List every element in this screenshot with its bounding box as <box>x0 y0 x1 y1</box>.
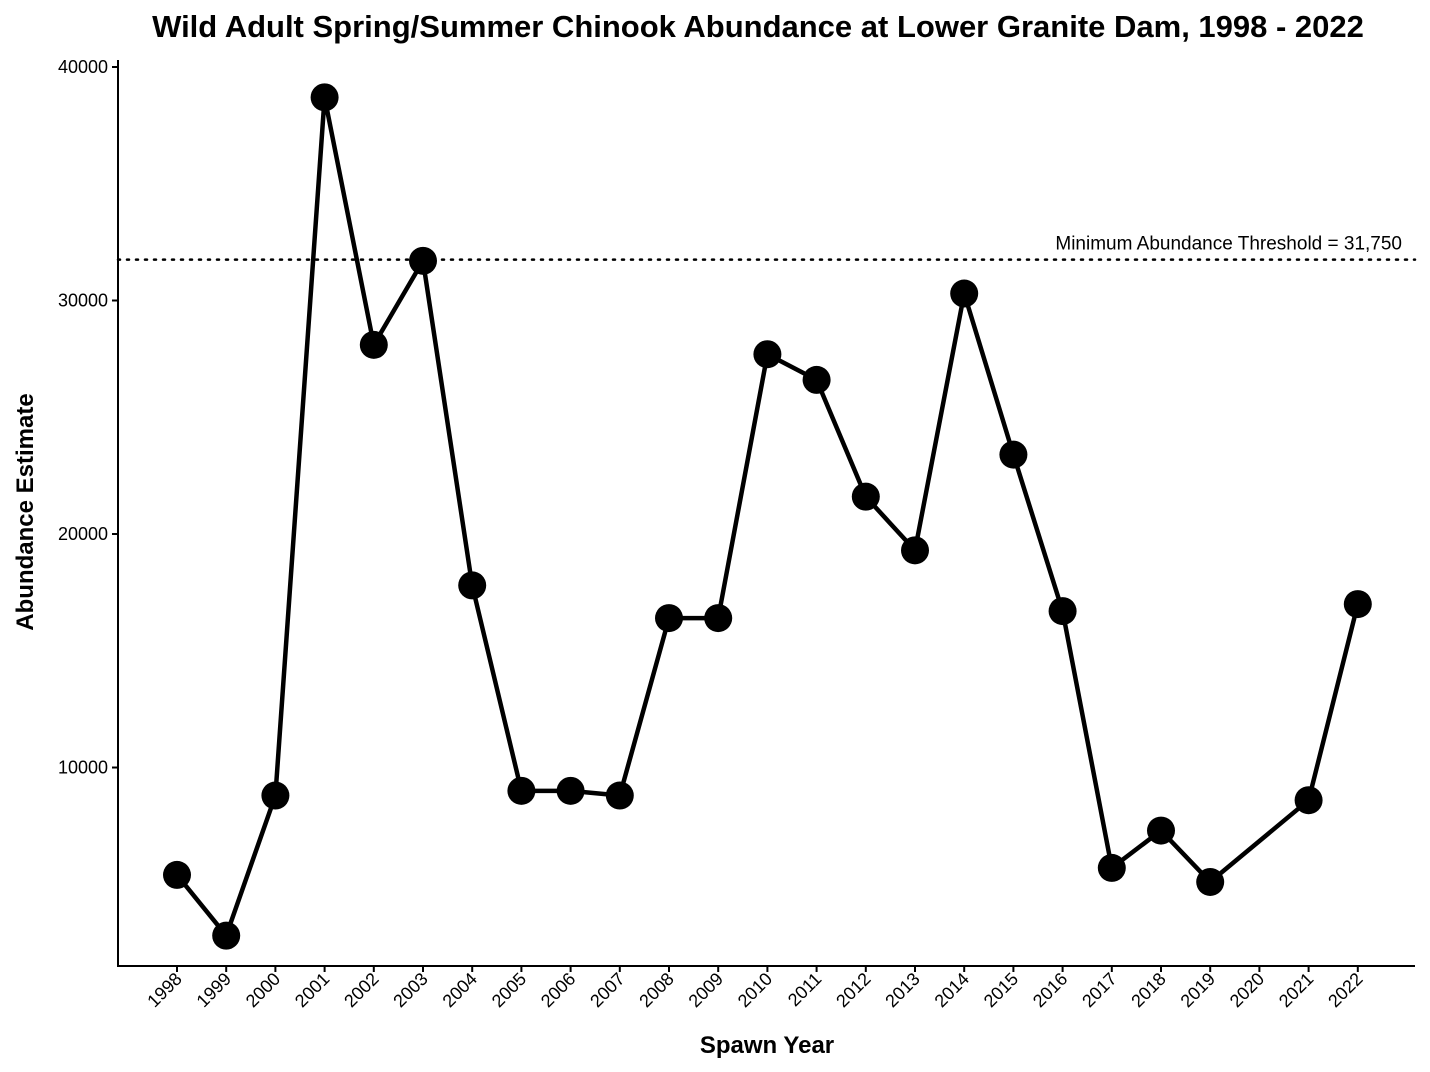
y-tick-label: 10000 <box>58 758 108 778</box>
data-point <box>802 365 831 394</box>
data-point <box>261 781 290 810</box>
data-point <box>753 340 782 369</box>
x-tick-label: 2009 <box>685 969 727 1011</box>
x-tick-label: 2014 <box>931 969 973 1011</box>
data-point <box>409 246 437 275</box>
y-tick-label: 30000 <box>58 291 108 311</box>
x-tick-label: 2016 <box>1029 969 1071 1011</box>
data-point <box>999 440 1028 469</box>
x-tick-label: 2021 <box>1275 969 1317 1011</box>
x-tick-label: 2003 <box>389 969 431 1011</box>
data-point <box>1097 853 1126 882</box>
x-tick-label: 2015 <box>980 969 1022 1011</box>
x-tick-label: 2002 <box>340 969 382 1011</box>
x-tick-label: 2004 <box>439 969 481 1011</box>
data-point <box>704 604 733 633</box>
data-point <box>212 921 241 950</box>
x-tick-label: 2007 <box>586 969 628 1011</box>
y-axis-title: Abundance Estimate <box>12 393 39 630</box>
data-point <box>851 482 880 511</box>
data-point <box>507 776 536 805</box>
y-tick-label: 20000 <box>58 524 108 544</box>
x-tick-label: 1998 <box>143 969 185 1011</box>
data-point <box>1343 590 1372 619</box>
x-tick-label: 2019 <box>1177 969 1219 1011</box>
data-point <box>458 571 487 600</box>
x-axis-title: Spawn Year <box>700 1032 834 1059</box>
data-point <box>950 279 979 308</box>
data-point <box>1048 597 1077 626</box>
x-tick-label: 2005 <box>488 969 530 1011</box>
x-tick-label: 2017 <box>1078 969 1120 1011</box>
data-point <box>163 860 191 889</box>
x-tick-label: 2012 <box>832 969 874 1011</box>
chart-title: Wild Adult Spring/Summer Chinook Abundan… <box>152 9 1364 44</box>
data-point <box>556 776 585 805</box>
y-tick-label: 40000 <box>58 57 108 77</box>
x-tick-label: 2000 <box>242 969 284 1011</box>
data-point <box>901 536 929 565</box>
x-tick-label: 2010 <box>734 969 776 1011</box>
x-tick-label: 2018 <box>1127 969 1169 1011</box>
series-line <box>175 95 1360 938</box>
data-point <box>655 604 683 633</box>
x-tick-label: 2011 <box>784 969 826 1011</box>
data-point <box>1196 867 1225 896</box>
x-tick-label: 2008 <box>635 969 677 1011</box>
data-point <box>605 781 634 810</box>
data-point <box>310 83 339 112</box>
x-tick-label: 2006 <box>537 969 579 1011</box>
data-point <box>359 330 388 359</box>
threshold-label: Minimum Abundance Threshold = 31,750 <box>1055 234 1402 255</box>
data-point <box>1147 816 1175 845</box>
data-point <box>1294 786 1323 815</box>
x-tick-label: 2013 <box>881 969 923 1011</box>
x-tick-label: 2020 <box>1226 969 1268 1011</box>
x-tick-label: 1999 <box>193 969 235 1011</box>
x-tick-label: 2022 <box>1324 969 1366 1011</box>
plot-area: 10000 20000 30000 40000 1998 1999 2000 2001 2002… <box>58 57 1417 1011</box>
x-tick-label: 2001 <box>291 969 333 1011</box>
